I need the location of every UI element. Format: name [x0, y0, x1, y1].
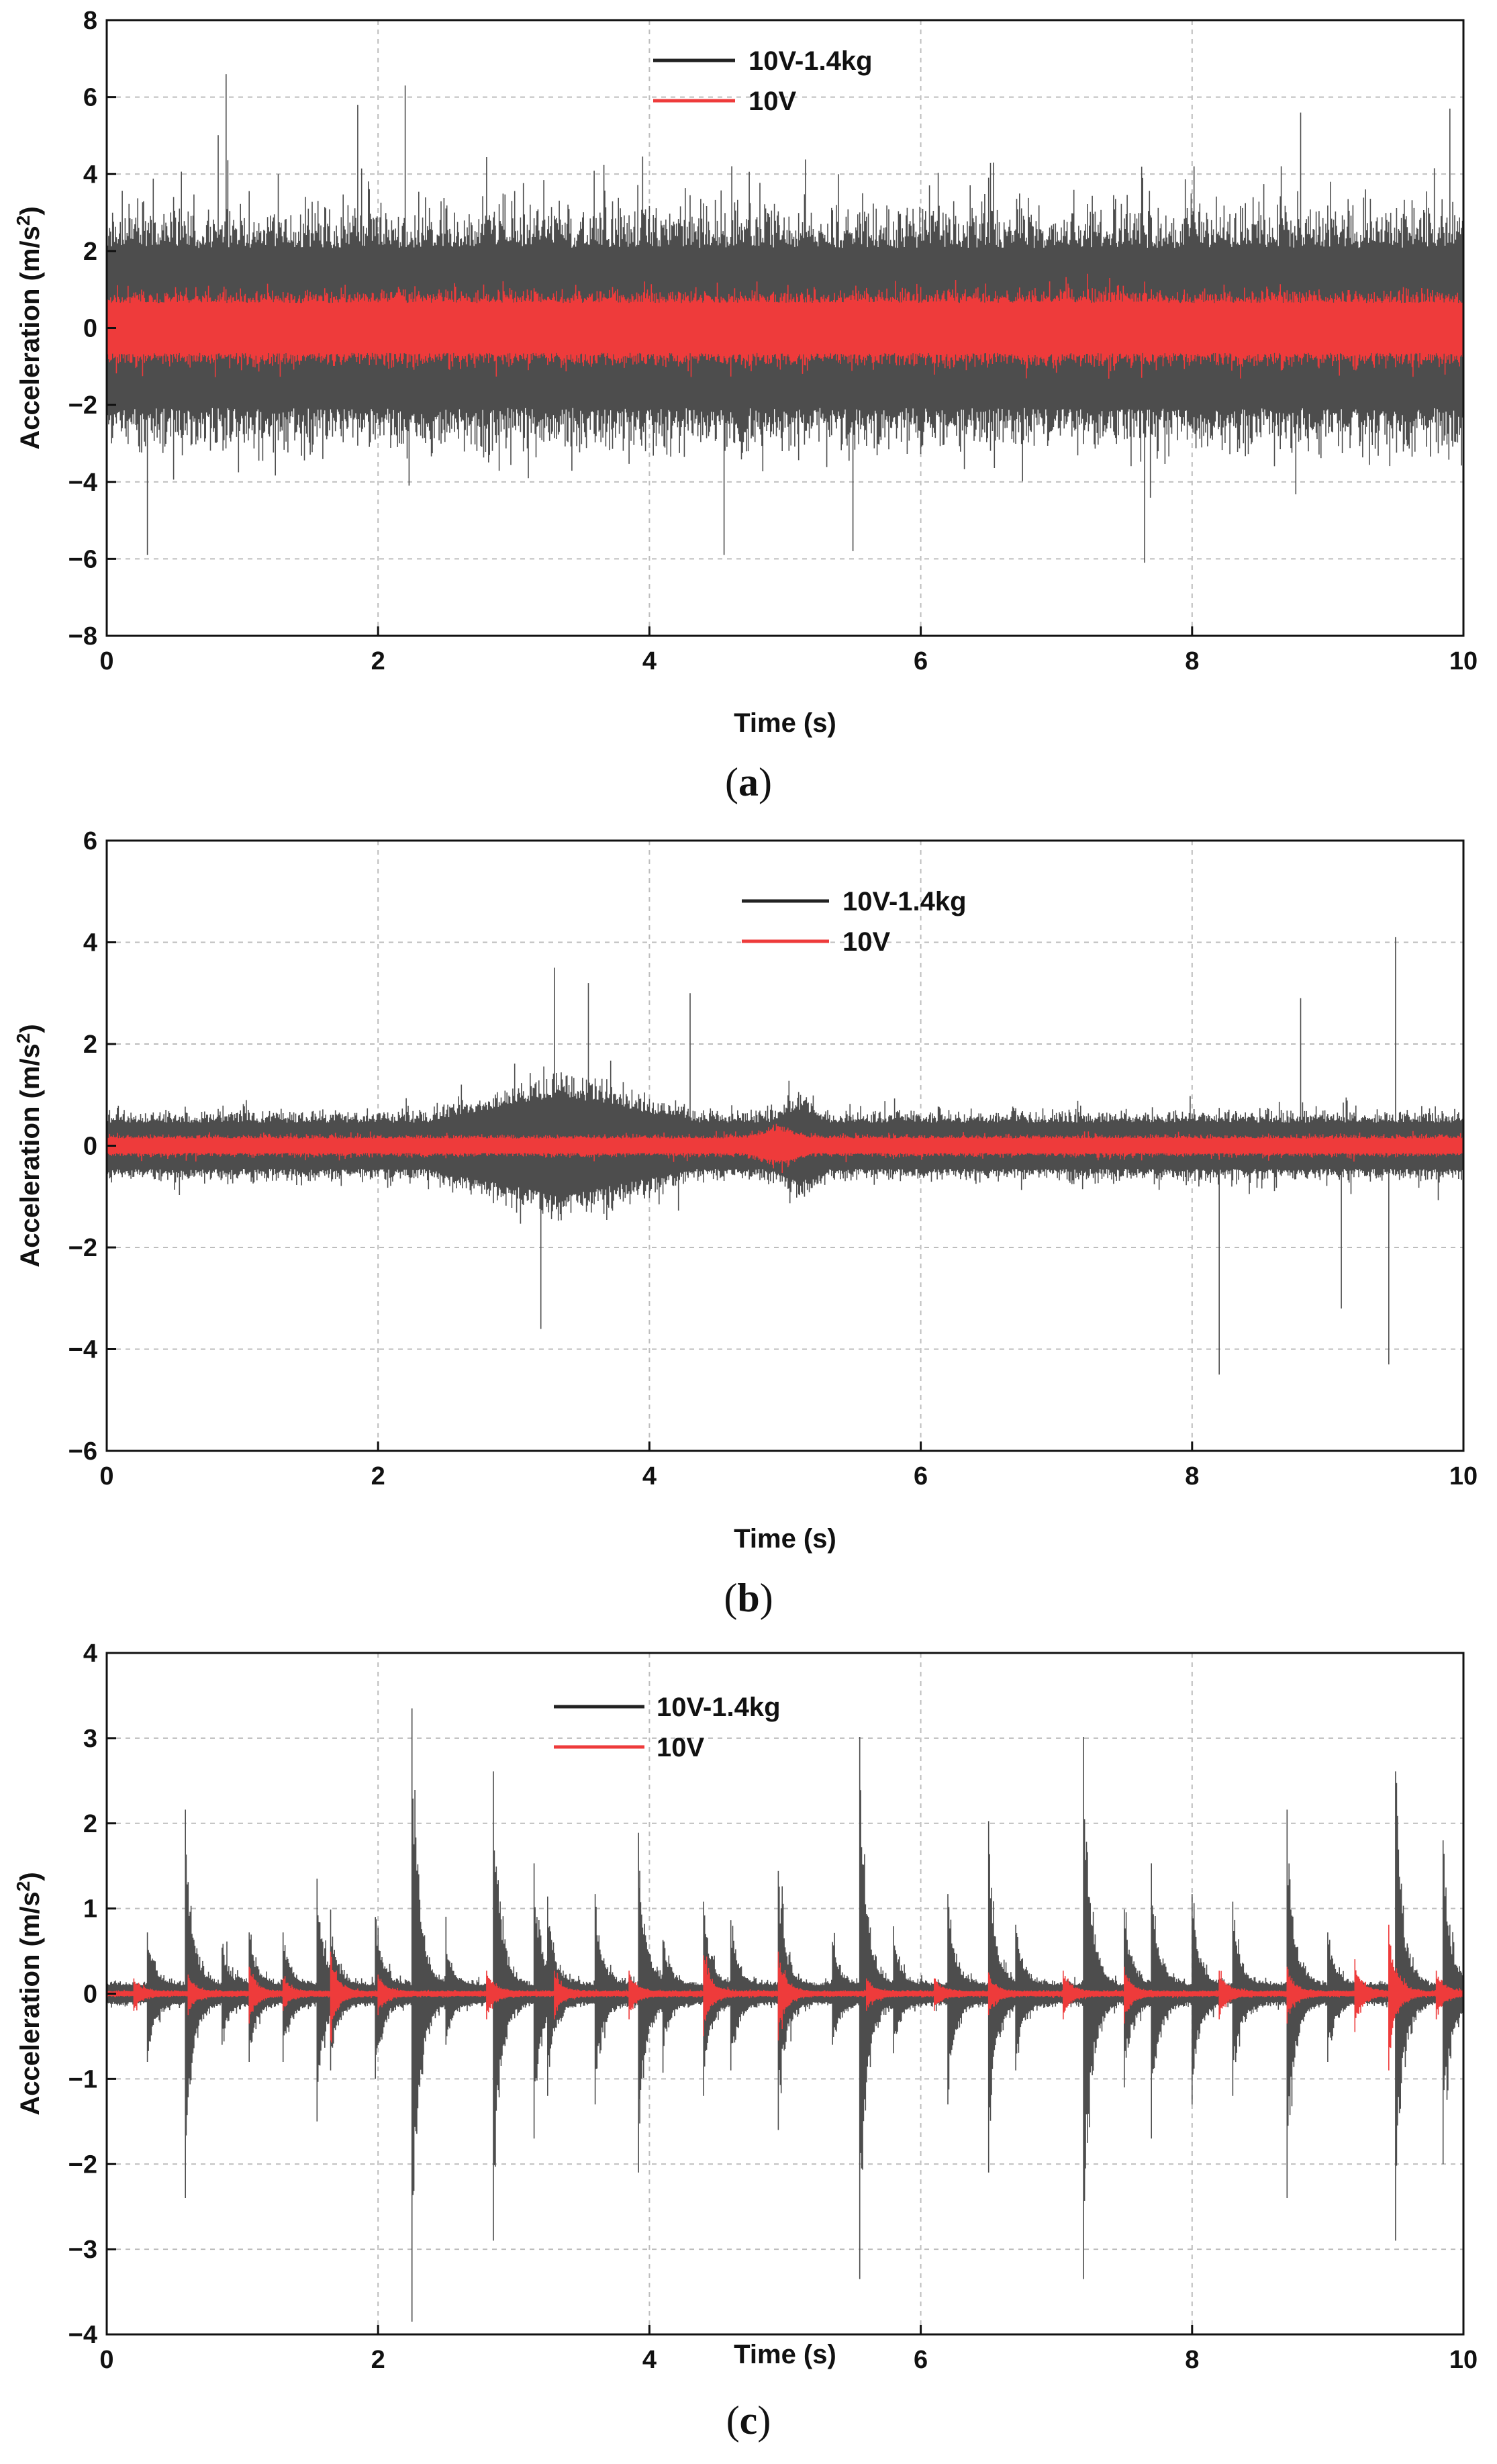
chart-a-ylabel: Acceleration (m/s2) [13, 206, 45, 449]
chart-c-ylabel: Acceleration (m/s2) [13, 1872, 45, 2115]
x-tick-label: 10 [1449, 2346, 1478, 2374]
chart-a-ticks: 0 2 4 6 8 10 −8 −6 −4 −2 0 2 4 6 8 [68, 7, 1478, 675]
y-tick-label: 2 [83, 1031, 97, 1059]
y-tick-label: 1 [83, 1895, 97, 1924]
y-tick-label: 0 [83, 1981, 97, 2009]
y-tick-label: 8 [83, 7, 97, 35]
y-tick-label: −6 [68, 1437, 97, 1466]
y-tick-label: 4 [83, 160, 97, 189]
legend-c-label-10v: 10V [657, 1733, 704, 1762]
x-tick-label: 0 [99, 647, 113, 675]
x-tick-label: 8 [1185, 1462, 1199, 1490]
legend-a-label-10v: 10V [748, 87, 796, 116]
y-tick-label: 4 [83, 929, 97, 957]
y-tick-label: −4 [68, 2321, 97, 2349]
y-tick-label: −1 [68, 2065, 97, 2093]
y-tick-label: 0 [83, 315, 97, 343]
chart-a: 0 2 4 6 8 10 −8 −6 −4 −2 0 2 4 6 8 10V-1.4kg 10V Time … [13, 7, 1478, 804]
y-tick-label: −3 [68, 2236, 97, 2264]
y-tick-label: −4 [68, 469, 97, 497]
y-tick-label: −4 [68, 1336, 97, 1364]
chart-b-xlabel: Time (s) [734, 1524, 836, 1554]
x-tick-label: 0 [99, 2346, 113, 2374]
y-tick-label: −2 [68, 2150, 97, 2179]
x-tick-label: 4 [642, 1462, 657, 1490]
chart-b-ylabel: Acceleration (m/s2) [13, 1024, 45, 1267]
panel-a-caption: (a) [725, 760, 772, 804]
y-tick-label: 2 [83, 1810, 97, 1838]
chart-b-ticks: 0 2 4 6 8 10 −6 −4 −2 0 2 4 6 [68, 827, 1478, 1490]
chart-c-ticks: 0 2 4 6 8 10 −4 −3 −2 −1 0 1 2 3 4 [68, 1640, 1478, 2374]
y-tick-label: −6 [68, 545, 97, 573]
x-tick-label: 8 [1185, 2346, 1199, 2374]
panel-b-caption: (b) [724, 1576, 773, 1620]
y-tick-label: 0 [83, 1133, 97, 1161]
x-tick-label: 8 [1185, 647, 1199, 675]
y-tick-label: 2 [83, 238, 97, 266]
chart-c-legend: 10V-1.4kg 10V [554, 1693, 781, 1762]
x-tick-label: 2 [371, 1462, 385, 1490]
chart-a-xlabel: Time (s) [734, 708, 836, 738]
x-tick-label: 2 [371, 647, 385, 675]
legend-a-label-10v-1-4kg: 10V-1.4kg [748, 46, 873, 76]
y-tick-label: −8 [68, 622, 97, 651]
y-tick-label: 6 [83, 827, 97, 855]
panel-c-caption: (c) [726, 2398, 771, 2443]
legend-c-label-10v-1-4kg: 10V-1.4kg [657, 1693, 781, 1722]
legend-b-label-10v: 10V [842, 927, 890, 957]
y-tick-label: 6 [83, 84, 97, 112]
x-tick-label: 6 [914, 1462, 928, 1490]
chart-b: 0 2 4 6 8 10 −6 −4 −2 0 2 4 6 10V-1.4kg 10V Time (s)… [13, 827, 1478, 1620]
chart-c: 0 2 4 6 8 10 −4 −3 −2 −1 0 1 2 3 4 10V-1.4kg 10V Time … [13, 1640, 1478, 2443]
x-tick-label: 10 [1449, 647, 1478, 675]
x-tick-label: 4 [642, 647, 657, 675]
x-tick-label: 6 [914, 647, 928, 675]
x-tick-label: 4 [642, 2346, 657, 2374]
y-tick-label: 4 [83, 1640, 97, 1668]
chart-b-legend: 10V-1.4kg 10V [742, 887, 967, 957]
legend-b-label-10v-1-4kg: 10V-1.4kg [842, 887, 967, 916]
x-tick-label: 0 [99, 1462, 113, 1490]
y-tick-label: 3 [83, 1725, 97, 1753]
y-tick-label: −2 [68, 1234, 97, 1262]
y-tick-label: −2 [68, 391, 97, 420]
chart-c-xlabel: Time (s) [734, 2340, 836, 2369]
x-tick-label: 10 [1449, 1462, 1478, 1490]
x-tick-label: 6 [914, 2346, 928, 2374]
x-tick-label: 2 [371, 2346, 385, 2374]
chart-a-legend: 10V-1.4kg 10V [653, 46, 873, 116]
